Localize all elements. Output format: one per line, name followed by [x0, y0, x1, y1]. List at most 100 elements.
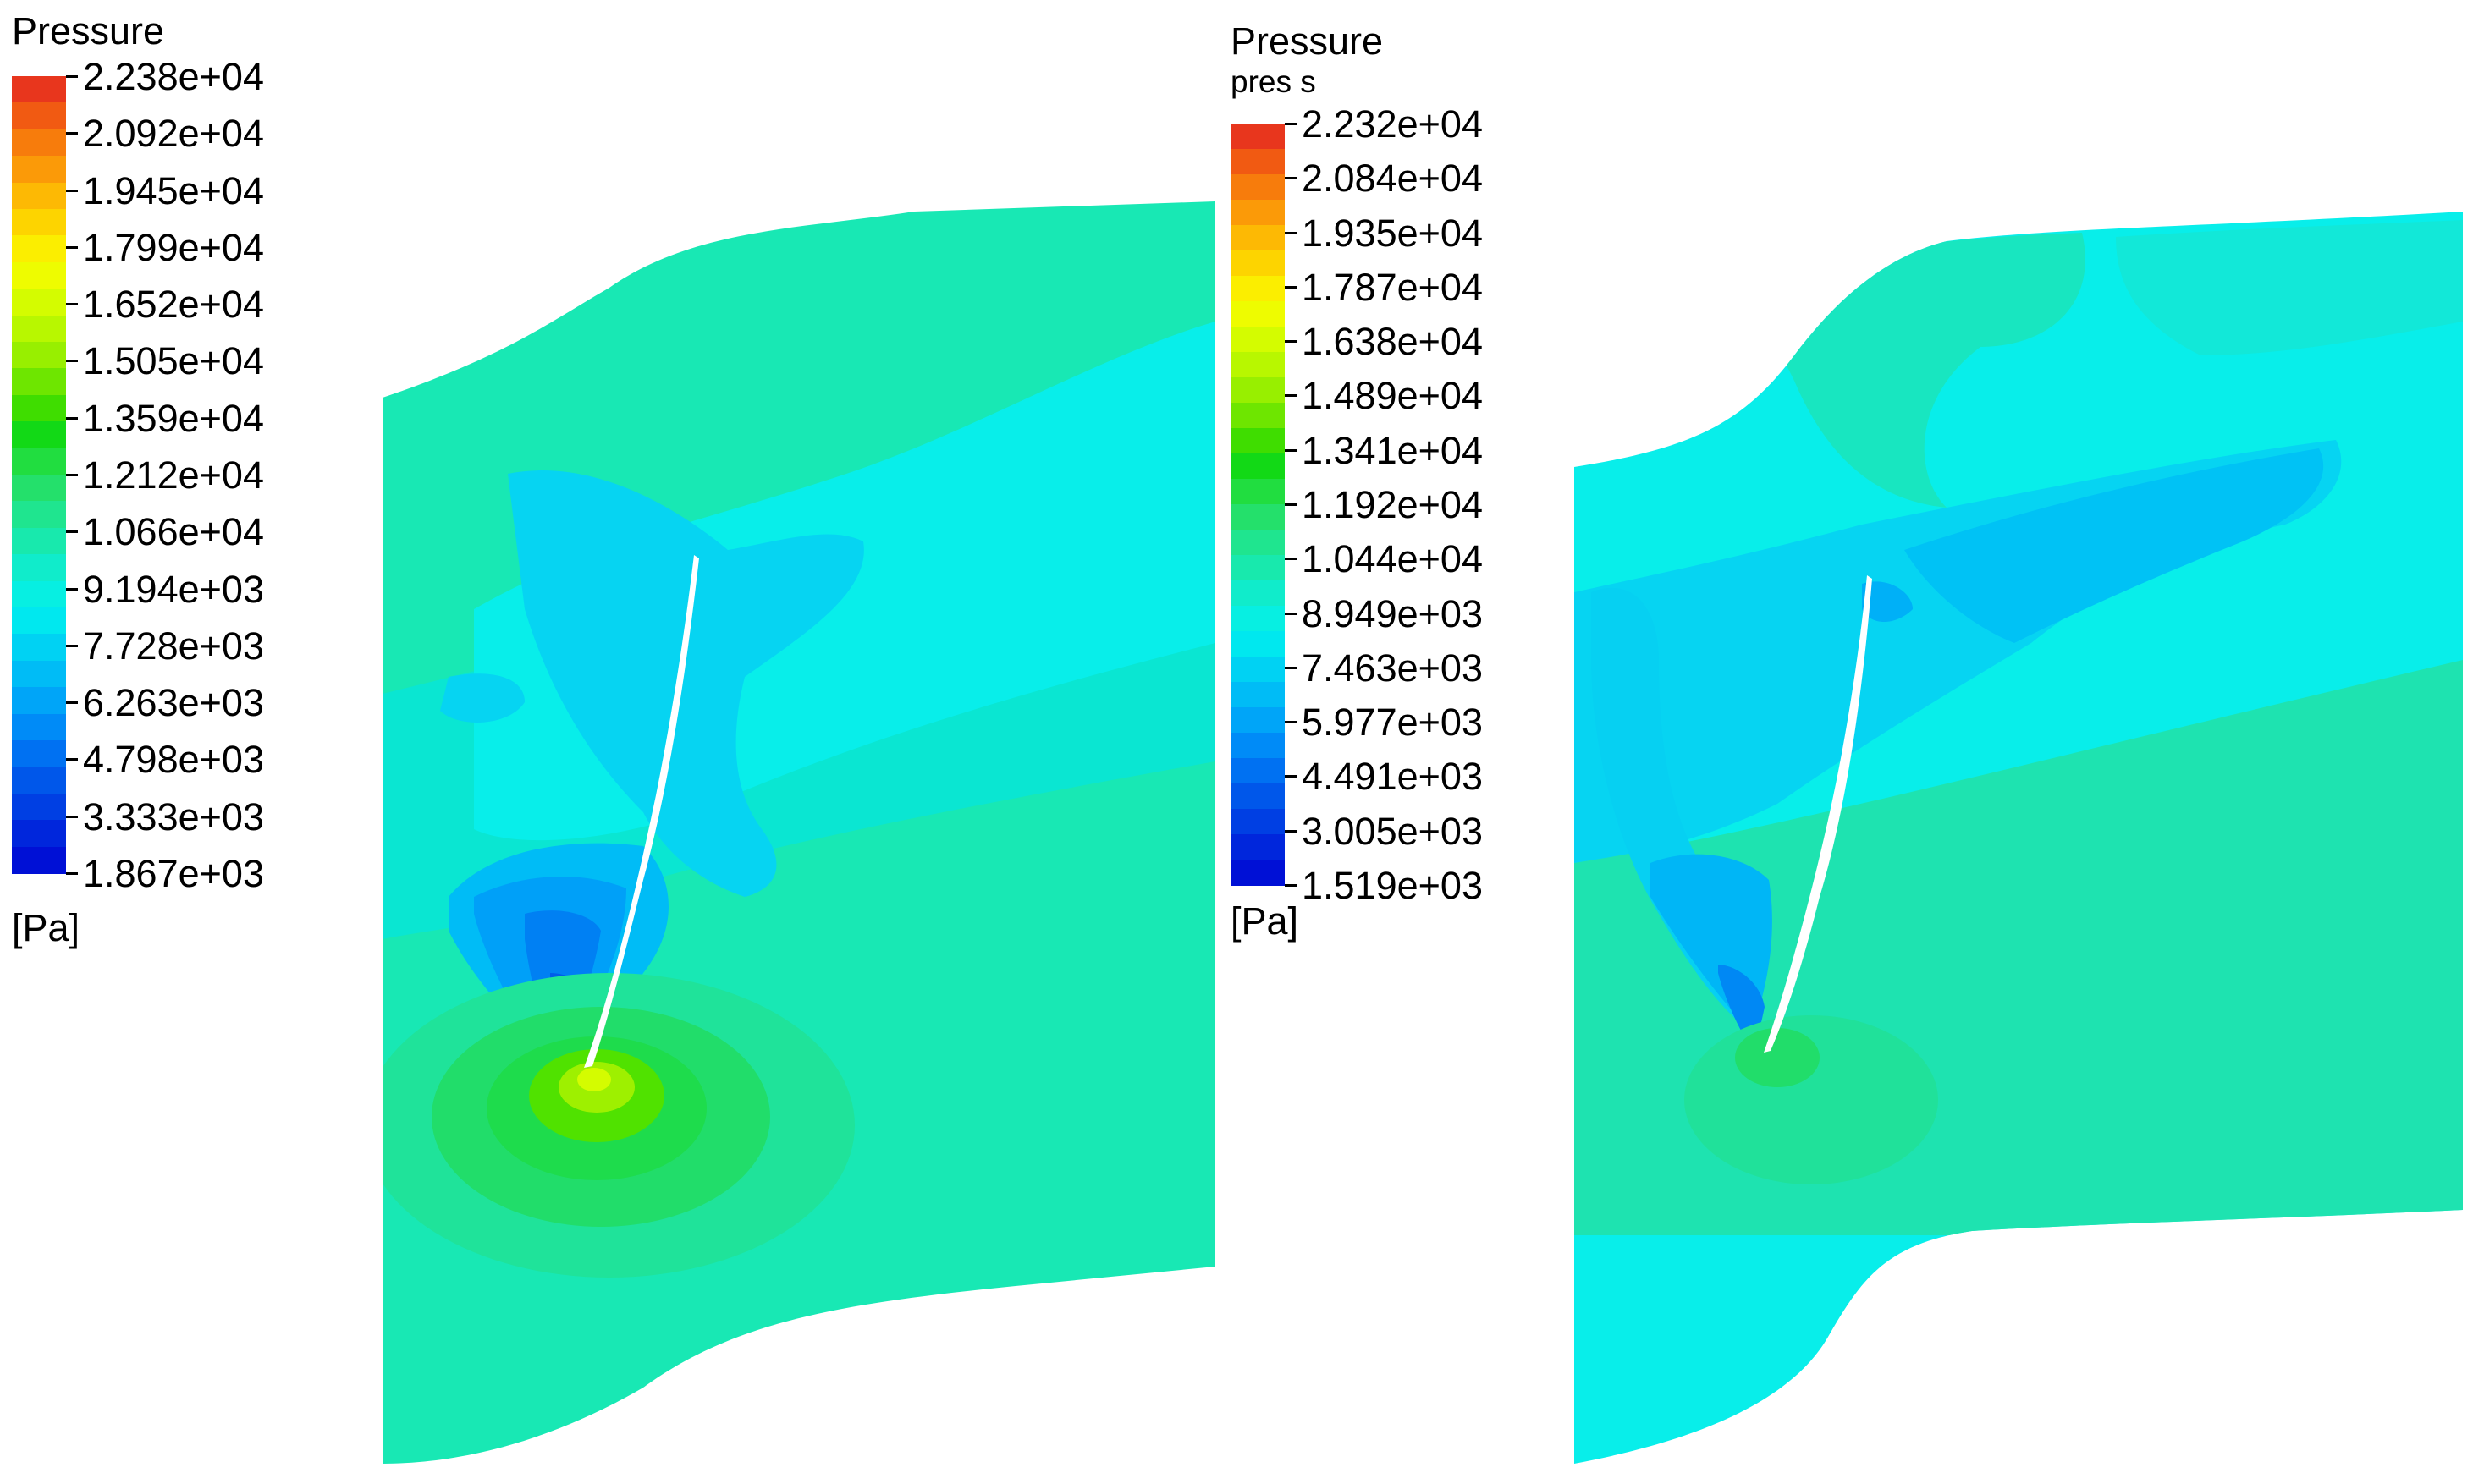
colorbar-tick [1285, 829, 1297, 833]
colorbar-swatch [12, 527, 66, 556]
colorbar-swatch [1231, 682, 1285, 708]
units-label: [Pa] [1231, 899, 1299, 943]
tick-label: 4.798e+03 [83, 738, 264, 782]
colorbar-swatch [12, 687, 66, 715]
colorbar-swatch [12, 342, 66, 370]
colorbar-swatch [12, 156, 66, 184]
colorbar [1231, 124, 1285, 886]
tick-label: 2.238e+04 [83, 55, 264, 98]
colorbar-swatch [12, 501, 66, 529]
tick-label: 2.232e+04 [1302, 102, 1483, 146]
legend-title: Pressure [1231, 19, 1384, 63]
colorbar-swatch [1231, 428, 1285, 454]
colorbar-tick [66, 815, 78, 818]
tick-label: 1.044e+04 [1302, 537, 1483, 581]
colorbar-swatch [12, 394, 66, 423]
tick-label: 1.341e+04 [1302, 428, 1483, 472]
colorbar-swatch [1231, 403, 1285, 429]
colorbar-swatch [1231, 783, 1285, 810]
colorbar-swatch [1231, 733, 1285, 759]
colorbar-swatch [12, 475, 66, 503]
tick-label: 6.263e+03 [83, 681, 264, 725]
colorbar-swatch [12, 448, 66, 475]
colorbar-swatch [1231, 580, 1285, 607]
tick-label: 1.212e+04 [83, 453, 264, 497]
colorbar-swatch [1231, 657, 1285, 683]
colorbar-tick [1285, 612, 1297, 615]
colorbar-tick [1285, 177, 1297, 180]
colorbar-swatch [1231, 758, 1285, 784]
colorbar-tick [1285, 666, 1297, 669]
colorbar-tick [1285, 123, 1297, 125]
colorbar-tick [66, 303, 78, 306]
colorbar-swatch [12, 261, 66, 290]
colorbar-tick [66, 701, 78, 705]
colorbar-swatch [1231, 555, 1285, 581]
colorbar-swatch [12, 182, 66, 210]
colorbar-swatch [1231, 174, 1285, 201]
colorbar-tick [66, 132, 78, 135]
right-contour-field [1574, 212, 2463, 1464]
colorbar-tick [1285, 231, 1297, 234]
colorbar-tick [1285, 448, 1297, 452]
colorbar-swatch [1231, 834, 1285, 860]
colorbar-swatch [1231, 809, 1285, 835]
colorbar-swatch [12, 554, 66, 582]
tick-label: 1.519e+03 [1302, 864, 1483, 907]
tick-label: 1.787e+04 [1302, 265, 1483, 309]
colorbar-swatch [1231, 860, 1285, 886]
colorbar-tick [66, 360, 78, 363]
tick-label: 1.505e+04 [83, 339, 264, 383]
colorbar-swatch [1231, 327, 1285, 353]
tick-label: 8.949e+03 [1302, 591, 1483, 635]
colorbar-tick [1285, 884, 1297, 887]
colorbar-swatch [1231, 453, 1285, 480]
colorbar-swatch [12, 368, 66, 396]
colorbar-tick [1285, 558, 1297, 561]
colorbar-swatch [1231, 530, 1285, 556]
colorbar-tick [66, 416, 78, 420]
colorbar-tick [1285, 503, 1297, 506]
colorbar-swatch [1231, 479, 1285, 505]
tick-label: 1.638e+04 [1302, 320, 1483, 364]
tick-label: 4.491e+03 [1302, 755, 1483, 799]
colorbar-swatch [12, 102, 66, 130]
legend-title: Pressure [12, 9, 165, 52]
colorbar-swatch [1231, 707, 1285, 734]
colorbar-tick [1285, 394, 1297, 398]
colorbar-swatch [1231, 301, 1285, 327]
colorbar-tick [66, 75, 78, 78]
colorbar-swatch [12, 713, 66, 741]
tick-label: 3.333e+03 [83, 794, 264, 838]
tick-label: 2.084e+04 [1302, 157, 1483, 201]
colorbar-tick [66, 474, 78, 476]
colorbar-swatch [1231, 250, 1285, 277]
colorbar-swatch [1231, 124, 1285, 150]
colorbar-swatch [1231, 149, 1285, 175]
colorbar-swatch [12, 580, 66, 608]
colorbar-swatch [12, 740, 66, 768]
tick-label: 1.867e+03 [83, 852, 264, 895]
colorbar-tick [66, 587, 78, 591]
colorbar-tick [66, 530, 78, 534]
tick-label: 1.489e+04 [1302, 374, 1483, 418]
colorbar-swatch [1231, 352, 1285, 378]
colorbar-swatch [12, 820, 66, 848]
colorbar-swatch [12, 129, 66, 157]
colorbar-tick [1285, 285, 1297, 289]
colorbar-swatch [12, 315, 66, 343]
colorbar-swatch [1231, 504, 1285, 530]
colorbar-tick [66, 189, 78, 192]
colorbar-tick [66, 758, 78, 761]
colorbar-tick [1285, 340, 1297, 344]
tick-label: 2.092e+04 [83, 112, 264, 156]
colorbar-tick [66, 644, 78, 647]
tick-label: 5.977e+03 [1302, 701, 1483, 745]
left-contour-field [383, 201, 1215, 1464]
colorbar-swatch [1231, 225, 1285, 251]
colorbar-swatch [1231, 276, 1285, 302]
colorbar-swatch [1231, 377, 1285, 404]
colorbar-swatch [12, 793, 66, 822]
tick-label: 7.728e+03 [83, 624, 264, 668]
